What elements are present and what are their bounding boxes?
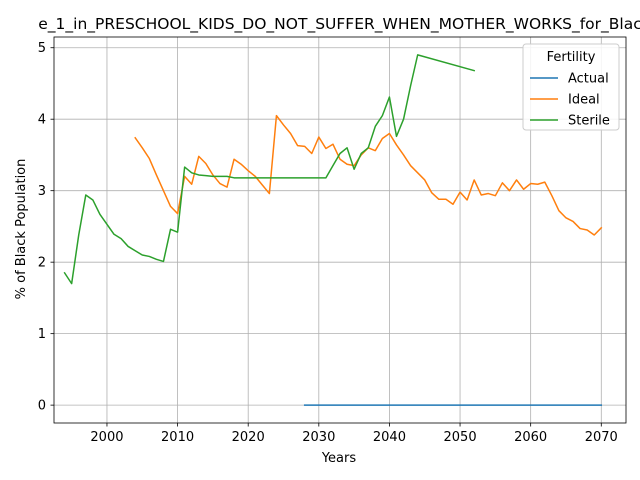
x-tick-label: 2050 (444, 430, 477, 445)
y-tick-label: 1 (38, 327, 46, 342)
legend-box (522, 43, 620, 131)
x-tick-label: 2030 (302, 430, 335, 445)
x-axis-label: Years (321, 451, 357, 466)
axis-ticks: 2000 2010 2020 2030 2040 2050 2060 2070 0 1 2 3 4 5 (38, 41, 618, 445)
x-tick-label: 2070 (585, 430, 618, 445)
x-tick-label: 2020 (232, 430, 265, 445)
legend-entries: Actual Ideal Sterile (530, 72, 610, 129)
y-tick-label: 4 (38, 113, 46, 128)
plot-frame (53, 36, 627, 424)
chart-title: e_1_in_PRESCHOOL_KIDS_DO_NOT_SUFFER_WHEN… (38, 15, 640, 34)
legend-title: Fertility (547, 50, 596, 65)
legend-label-sterile: Sterile (568, 114, 610, 129)
y-tick-label: 3 (38, 184, 46, 199)
legend: Fertility Actual Ideal Sterile (522, 43, 620, 131)
x-tick-label: 2000 (90, 430, 123, 445)
x-tick-label: 2060 (514, 430, 547, 445)
y-tick-label: 2 (38, 256, 46, 271)
x-tick-label: 2040 (373, 430, 406, 445)
y-axis-label: % of Black Population (14, 159, 29, 300)
legend-label-ideal: Ideal (568, 93, 600, 108)
x-tick-label: 2010 (161, 430, 194, 445)
y-tick-label: 0 (38, 399, 46, 414)
series-line-sterile (63, 54, 476, 285)
legend-label-actual: Actual (568, 72, 609, 87)
y-tick-label: 5 (38, 41, 46, 56)
series-lines (63, 54, 603, 406)
